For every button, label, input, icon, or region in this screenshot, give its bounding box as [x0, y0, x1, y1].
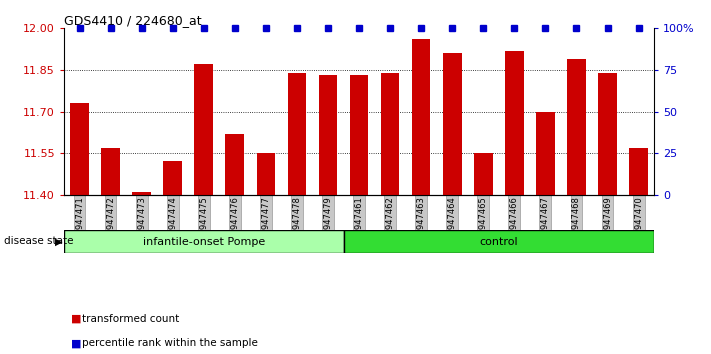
Bar	[505, 51, 524, 195]
Bar	[257, 153, 275, 195]
Text: control: control	[479, 236, 518, 247]
Bar	[225, 134, 244, 195]
Bar	[343, 230, 654, 253]
Text: disease state: disease state	[4, 236, 73, 246]
Bar	[412, 39, 430, 195]
Bar	[443, 53, 461, 195]
Text: ■: ■	[71, 314, 82, 324]
Bar	[350, 75, 368, 195]
Bar	[70, 103, 89, 195]
Bar	[629, 148, 648, 195]
Bar	[164, 161, 182, 195]
Text: percentile rank within the sample: percentile rank within the sample	[82, 338, 257, 348]
Bar	[64, 230, 343, 253]
Text: transformed count: transformed count	[82, 314, 179, 324]
Text: ■: ■	[71, 338, 82, 348]
Bar	[474, 153, 493, 195]
Bar	[381, 73, 400, 195]
Text: ▶: ▶	[55, 236, 63, 246]
Bar	[101, 148, 120, 195]
Bar	[319, 75, 337, 195]
Text: infantile-onset Pompe: infantile-onset Pompe	[143, 236, 265, 247]
Bar	[288, 73, 306, 195]
Bar	[598, 73, 617, 195]
Bar	[194, 64, 213, 195]
Bar	[132, 192, 151, 195]
Text: GDS4410 / 224680_at: GDS4410 / 224680_at	[64, 14, 202, 27]
Bar	[567, 59, 586, 195]
Bar	[536, 112, 555, 195]
